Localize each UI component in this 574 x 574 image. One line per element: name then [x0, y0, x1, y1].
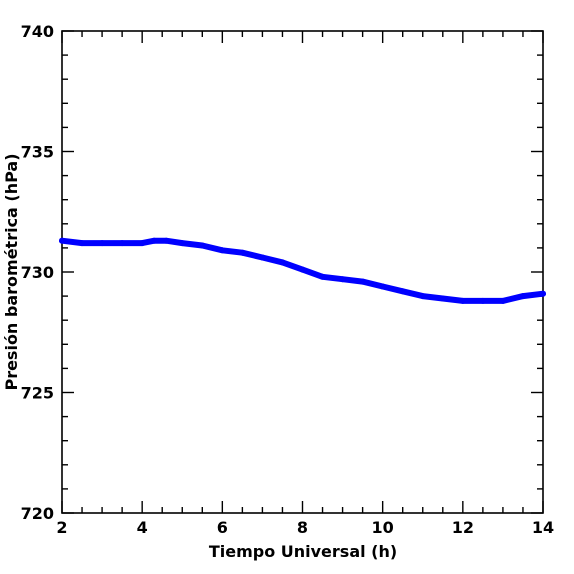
- data-point: [199, 242, 206, 249]
- data-point: [59, 237, 65, 244]
- x-tick-label: 4: [137, 518, 148, 537]
- x-tick-label: 10: [372, 518, 394, 537]
- y-tick-label: 740: [21, 22, 54, 41]
- data-point: [259, 254, 266, 261]
- data-point: [119, 240, 126, 247]
- x-axis-title: Tiempo Universal (h): [209, 542, 397, 561]
- y-tick-label: 720: [21, 504, 54, 523]
- series-group: [59, 237, 546, 304]
- axis-tick-labels: 2 4 6 8 10 12 14 720 725 730 735 740: [21, 22, 555, 537]
- x-tick-label: 2: [56, 518, 67, 537]
- y-tick-label: 725: [21, 384, 54, 403]
- data-point: [299, 266, 306, 273]
- data-point: [439, 295, 446, 302]
- data-point: [319, 273, 326, 280]
- x-tick-label: 8: [297, 518, 308, 537]
- axis-ticks: [61, 30, 544, 514]
- data-point: [479, 297, 486, 304]
- data-point: [239, 249, 246, 256]
- y-tick-label: 730: [21, 263, 54, 282]
- data-point: [520, 293, 526, 300]
- data-point: [359, 278, 366, 285]
- data-point: [419, 293, 426, 300]
- data-point: [540, 290, 546, 297]
- data-point: [151, 237, 158, 244]
- x-tick-label: 12: [452, 518, 474, 537]
- data-point: [279, 259, 286, 266]
- data-point: [163, 237, 170, 244]
- data-point: [399, 288, 406, 295]
- data-point: [459, 297, 466, 304]
- data-point: [339, 276, 346, 283]
- data-point: [179, 240, 186, 247]
- x-tick-label: 14: [532, 518, 554, 537]
- y-tick-label: 735: [21, 143, 54, 162]
- data-point: [79, 240, 85, 247]
- y-axis-title: Presión barométrica (hPa): [2, 153, 21, 390]
- x-tick-label: 6: [217, 518, 228, 537]
- data-point: [99, 240, 106, 247]
- data-point: [499, 297, 506, 304]
- data-point: [219, 247, 226, 254]
- data-point: [379, 283, 386, 290]
- data-point: [139, 240, 146, 247]
